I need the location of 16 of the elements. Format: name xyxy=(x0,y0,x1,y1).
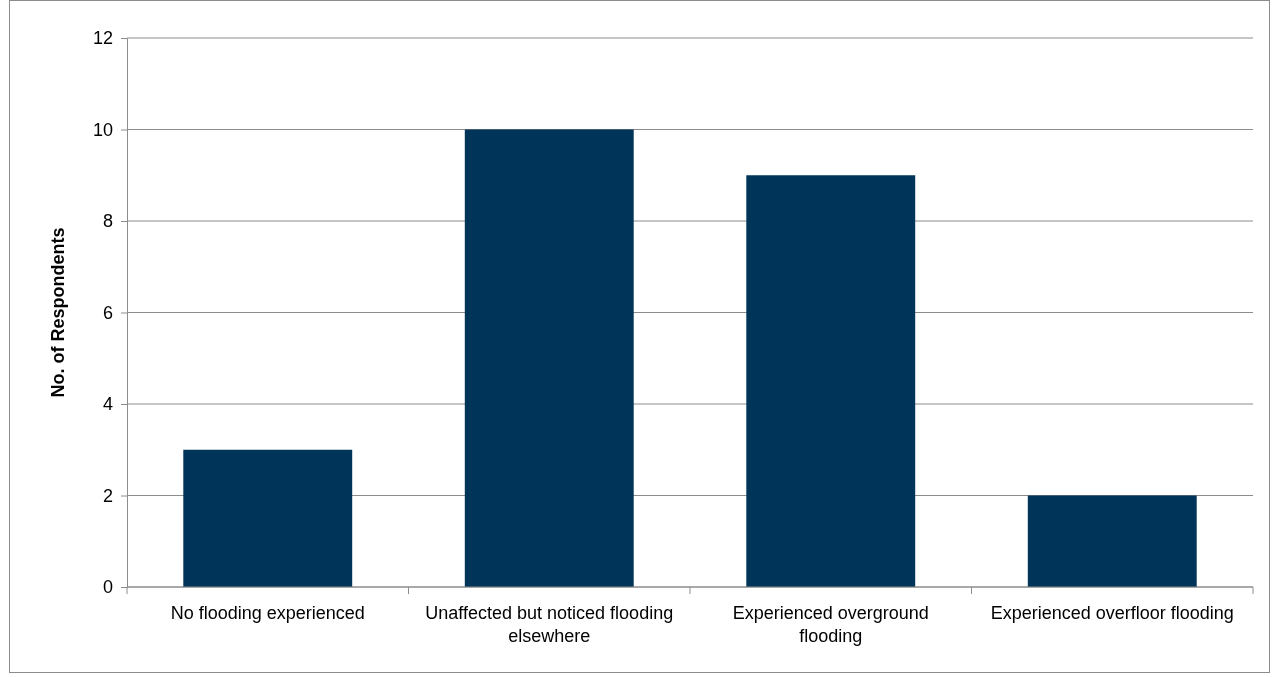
bar xyxy=(1027,495,1197,587)
bar xyxy=(183,449,353,587)
y-axis-title: No. of Respondents xyxy=(48,227,68,398)
x-tick-label: No flooding experienced xyxy=(170,603,365,623)
x-tick-label: Unaffected but noticed flooding elsewhere xyxy=(425,603,674,646)
x-tick-label: Experienced overground flooding xyxy=(732,603,929,646)
y-tick-label: 10 xyxy=(92,119,113,140)
y-tick-label: 0 xyxy=(102,577,113,598)
y-tick-label: 12 xyxy=(92,28,113,49)
y-tick-label: 8 xyxy=(102,211,113,232)
bar xyxy=(464,129,634,587)
y-tick-label: 4 xyxy=(102,394,113,415)
x-tick-label: Experienced overfloor flooding xyxy=(990,603,1234,623)
y-tick-label: 2 xyxy=(102,485,113,506)
bar xyxy=(746,175,916,587)
y-tick-label: 6 xyxy=(102,302,113,323)
